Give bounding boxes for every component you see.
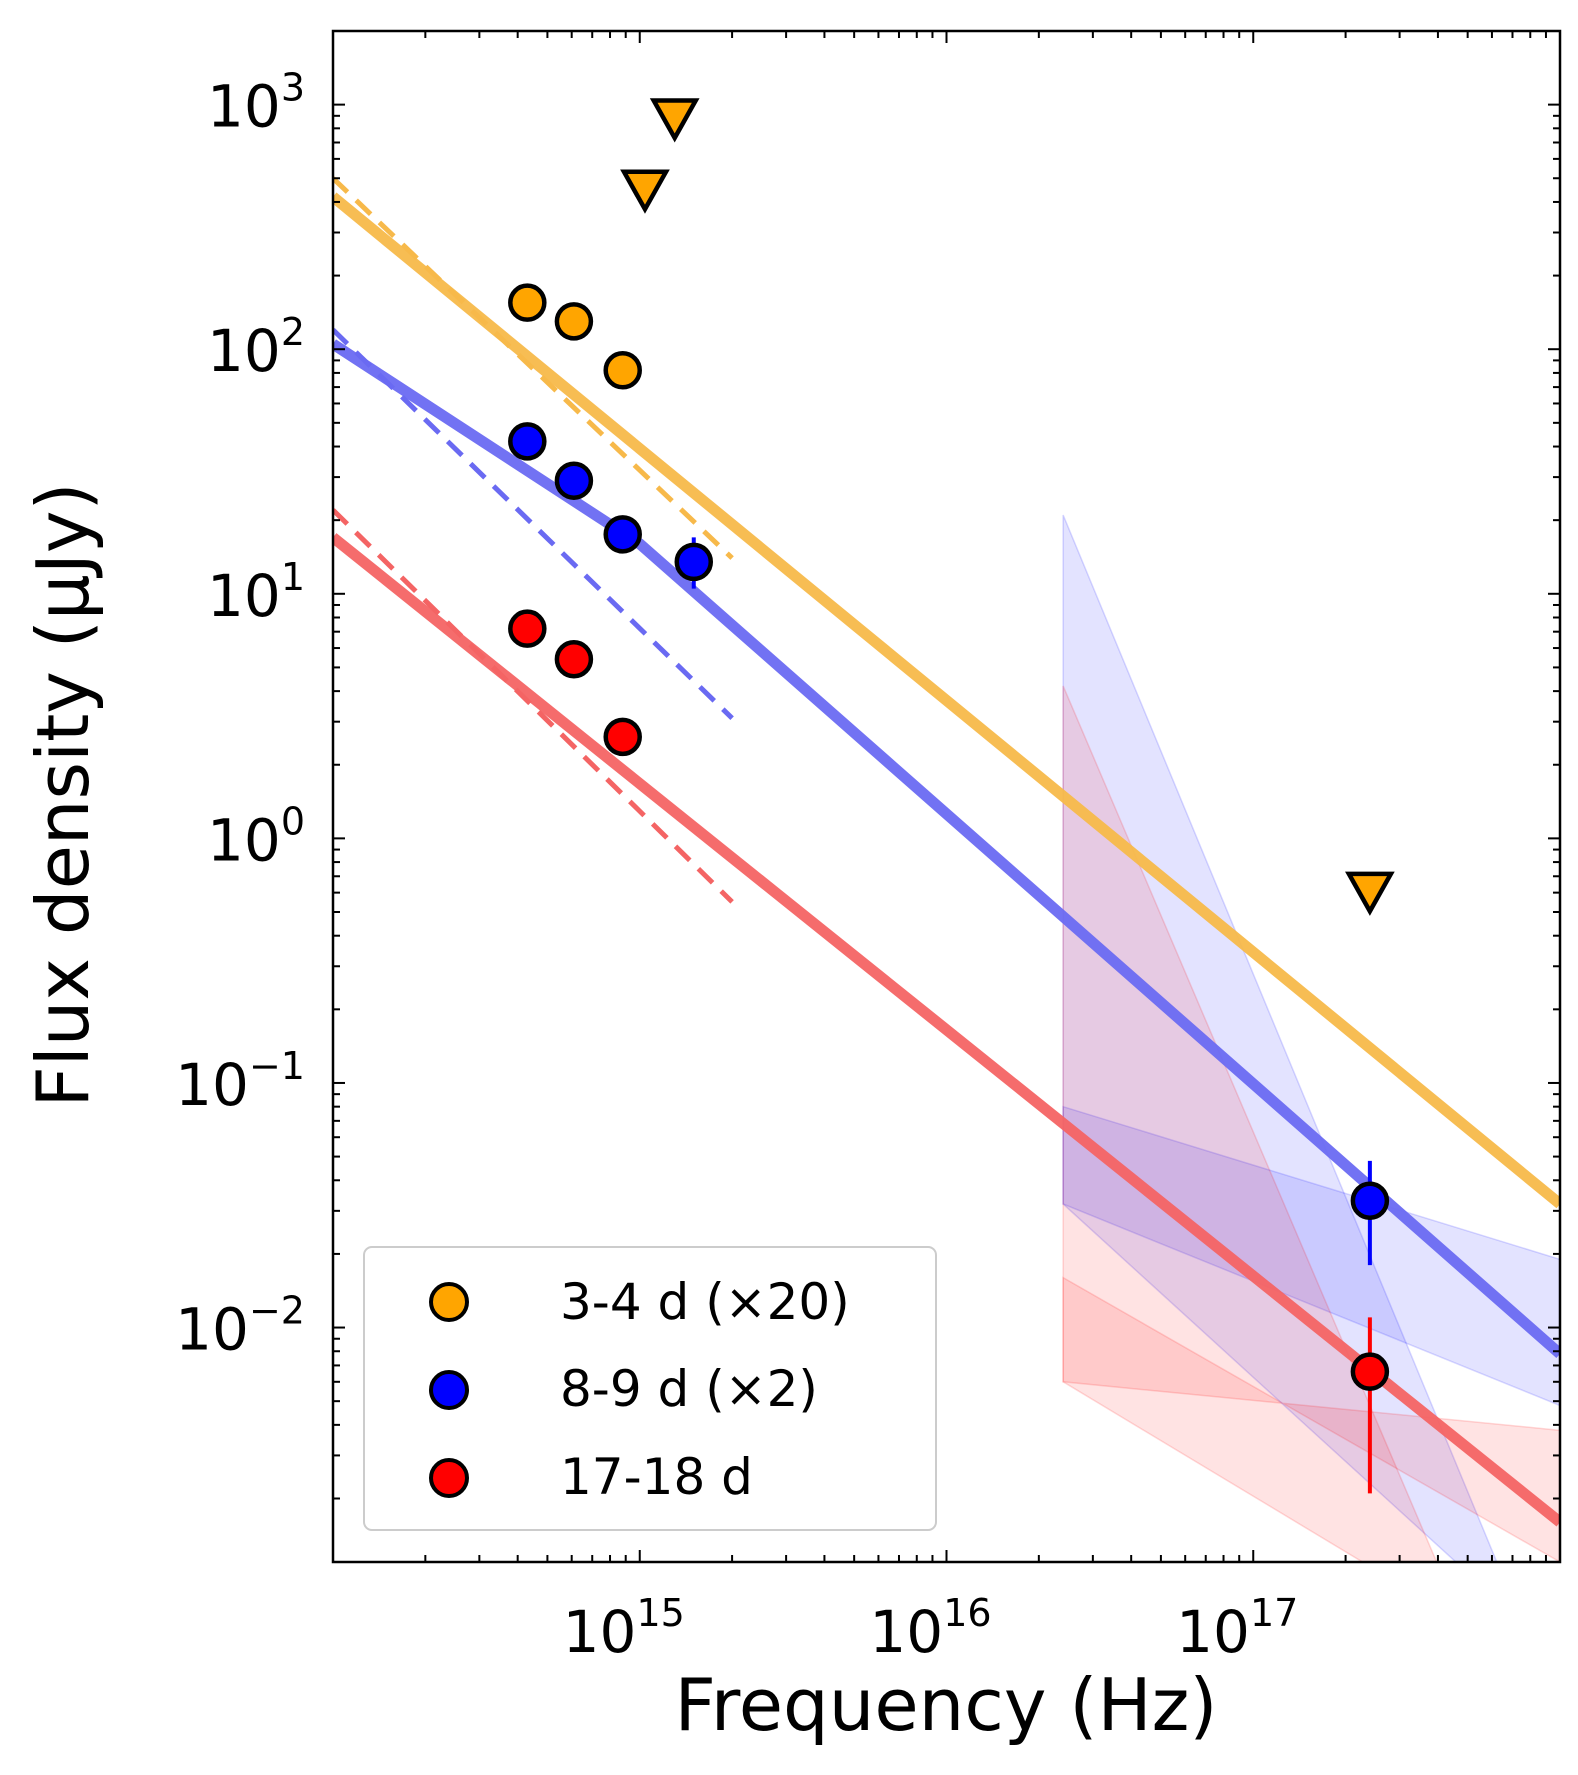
- legend-label-3-4d: 3-4 d (×20): [560, 1273, 850, 1331]
- y-axis-ticks: 103 102 101 100 10−1 10−2: [175, 30, 1560, 1500]
- y-tick-label-1: 102: [207, 310, 305, 385]
- dashed-fit-3-4-d-20: [333, 176, 734, 560]
- y-tick-label-2: 101: [207, 555, 305, 630]
- point-8-9-d-2-4: [1350, 1181, 1390, 1220]
- legend-label-8-9d: 8-9 d (×2): [560, 1360, 818, 1418]
- dashed-fit-17-18-d: [333, 508, 734, 904]
- point-17-18-d-0: [508, 609, 547, 648]
- data-markers: [508, 283, 1390, 1391]
- fit-lines: [333, 176, 1560, 1527]
- point-8-9-d-2-2: [603, 515, 642, 554]
- point-17-18-d-1: [554, 639, 594, 679]
- legend-marker-3-4d: [429, 1282, 469, 1322]
- band-17-18-d-upper: [1062, 685, 1438, 1562]
- x-tick-label-2: 1017: [1176, 1591, 1298, 1666]
- fit-line-3-4-d-20: [333, 192, 1560, 1209]
- x-axis-label: Frequency (Hz): [675, 1663, 1218, 1747]
- y-tick-label-4: 10−1: [175, 1044, 305, 1119]
- point-3-4-d-20-2: [603, 351, 642, 390]
- band-17-18-d-lower: [1062, 1276, 1560, 1562]
- point-17-18-d-3: [1350, 1352, 1390, 1391]
- fit-line-8-9-d-2: [333, 339, 1560, 1359]
- point-3-4-d-20-1: [554, 302, 594, 341]
- point-8-9-d-2-0: [508, 422, 547, 461]
- y-tick-label-3: 100: [207, 799, 305, 874]
- legend-marker-8-9d: [429, 1370, 469, 1410]
- point-8-9-d-2-3: [674, 542, 714, 582]
- point-3-4-d-20-0: [508, 283, 547, 322]
- upper-limit-3-4-d-20-2: [1345, 871, 1395, 916]
- dashed-fit-8-9-d-2: [333, 328, 734, 720]
- legend: 3-4 d (×20) 8-9 d (×2) 17-18 d: [363, 1246, 937, 1531]
- y-axis-label: Flux density (μJy): [21, 482, 105, 1107]
- upper-limit-3-4-d-20-0: [649, 98, 700, 143]
- point-17-18-d-2: [603, 717, 642, 757]
- y-tick-label-5: 10−2: [175, 1289, 305, 1364]
- y-tick-label-0: 103: [207, 66, 305, 141]
- band-8-9-d-2-upper: [1062, 514, 1498, 1562]
- x-axis-ticks: 1015 1016 1017: [332, 31, 1547, 1666]
- x-tick-label-0: 1015: [563, 1591, 685, 1666]
- upper-limit-3-4-d-20-1: [620, 169, 670, 214]
- legend-box: [363, 1246, 937, 1531]
- upper-limit-markers: [620, 98, 1395, 916]
- legend-marker-17-18d: [429, 1458, 469, 1498]
- fit-line-17-18-d: [333, 533, 1560, 1527]
- legend-label-17-18d: 17-18 d: [560, 1448, 753, 1506]
- x-tick-label-1: 1016: [869, 1591, 991, 1666]
- uncertainty-bands: [1062, 514, 1560, 1562]
- point-8-9-d-2-1: [554, 461, 594, 500]
